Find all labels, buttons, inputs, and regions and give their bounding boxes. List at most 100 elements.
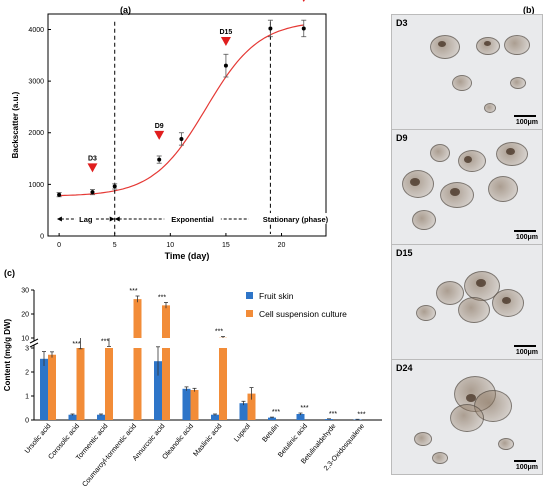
data-point (90, 190, 95, 195)
axis-break (29, 338, 39, 344)
micrograph-label-d3: D3 (396, 18, 408, 28)
legend-label: Cell suspension culture (259, 309, 347, 319)
micrograph-label-d24: D24 (396, 363, 413, 373)
significance-label: *** (129, 288, 137, 295)
y-tick-label: 10 (21, 336, 29, 343)
significance-label: *** (158, 294, 166, 301)
bar (239, 403, 248, 420)
significance-label: *** (357, 411, 365, 418)
micrograph-label-d15: D15 (396, 248, 413, 258)
bar (219, 348, 227, 420)
y-tick-label: 20 (21, 312, 29, 319)
bar (268, 417, 276, 420)
micrograph-d3: D3 100μm (391, 14, 543, 130)
bar (97, 414, 105, 420)
phase-label: Lag (79, 215, 93, 224)
significance-label: *** (72, 341, 80, 348)
bar (76, 348, 85, 420)
legend-swatch (246, 310, 253, 317)
bar (325, 419, 333, 420)
y-tick-label: 3 (25, 346, 29, 353)
scale-bar-d15: 100μm (515, 349, 538, 356)
y-axis-label: Backscatter (a.u.) (11, 91, 20, 158)
legend-label: Fruit skin (259, 291, 294, 301)
plot-frame (47, 13, 327, 237)
bar (68, 414, 77, 420)
bar (162, 348, 170, 420)
x-axis-label: Time (day) (165, 251, 210, 261)
bar (296, 414, 305, 420)
scale-bar-d24: 100μm (515, 464, 538, 471)
scale-bar-d9: 100μm (515, 234, 538, 241)
scale-bar-d3: 100μm (515, 119, 538, 126)
phase-label: Stationary (phase) (263, 215, 329, 224)
y-tick-label: 0 (25, 418, 29, 425)
data-point (301, 26, 306, 31)
category-label: Betulinic acid (277, 423, 309, 459)
phase-arrow-head (114, 216, 120, 222)
data-point (112, 184, 117, 189)
significance-label: *** (272, 409, 280, 416)
y-tick-label: 4000 (28, 27, 44, 34)
y-tick-label: 2 (25, 370, 29, 377)
data-point (179, 136, 184, 141)
data-point (157, 157, 162, 162)
data-point (57, 192, 62, 197)
day-marker-label: D3 (88, 155, 97, 162)
day-marker (302, 0, 305, 3)
category-label: Oleanolic acid (161, 423, 195, 461)
phase-arrow-head (56, 216, 62, 222)
bar (133, 299, 142, 338)
x-tick-label: 20 (278, 242, 286, 249)
bar (48, 354, 56, 420)
growth-curve-chart: 0 5 10 15 20 0 1000 2000 3000 4000 Time (day) Backs… (11, 0, 343, 261)
fit-curve (59, 24, 304, 197)
y-tick-label: 2000 (28, 130, 44, 137)
category-label: Lupeol (233, 422, 252, 443)
y-tick-label: 30 (21, 288, 29, 295)
significance-label: *** (329, 411, 337, 418)
significance-label: *** (300, 405, 308, 412)
x-tick-label: 15 (222, 242, 230, 249)
micrograph-d9: D9 100μm (391, 129, 543, 245)
micrograph-d15: D15 100μm (391, 244, 543, 360)
y-tick-label: 1000 (28, 182, 44, 189)
bar (105, 348, 113, 420)
category-label: Coumaroyl-tormentic acid (81, 423, 138, 489)
bar (211, 414, 219, 420)
panel-label-a: (a) (120, 5, 131, 15)
category-label: Ursolic acid (24, 423, 53, 455)
y-axis-label: Content (mg/g DW) (3, 318, 12, 391)
significance-label: *** (215, 329, 223, 336)
category-label: Betulin (261, 423, 280, 444)
x-tick-label: 5 (113, 242, 117, 249)
bar (247, 393, 256, 420)
bar (133, 348, 142, 420)
y-tick-label: 0 (40, 234, 44, 241)
phase-label-bg (75, 213, 96, 225)
x-tick-label: 10 (166, 242, 174, 249)
data-point (268, 26, 273, 31)
micrograph-label-d9: D9 (396, 133, 408, 143)
bar (40, 358, 48, 420)
phase-label-bg (248, 213, 343, 225)
day-marker-label: D9 (155, 123, 164, 130)
panel-label-b: (b) (523, 5, 535, 15)
y-tick-label: 1 (25, 394, 29, 401)
y-tick-label: 3000 (28, 79, 44, 86)
category-label: Maslinic acid (192, 423, 223, 458)
x-tick-label: 0 (57, 242, 61, 249)
axis-break (29, 342, 39, 348)
day-marker (220, 36, 231, 46)
day-marker (154, 130, 165, 140)
bar (182, 388, 191, 420)
day-marker (87, 163, 98, 173)
legend-swatch (246, 292, 253, 299)
bar (162, 305, 170, 338)
phase-label: Exponential (171, 215, 214, 224)
significance-label: *** (101, 338, 109, 345)
panel-label-c: (c) (4, 268, 15, 278)
triterpenoid-bar-chart: 10 20 30 0 1 2 3 Content (mg/g DW) Ursolic acid *… (3, 288, 382, 489)
bar (190, 390, 199, 420)
data-point (223, 63, 228, 68)
